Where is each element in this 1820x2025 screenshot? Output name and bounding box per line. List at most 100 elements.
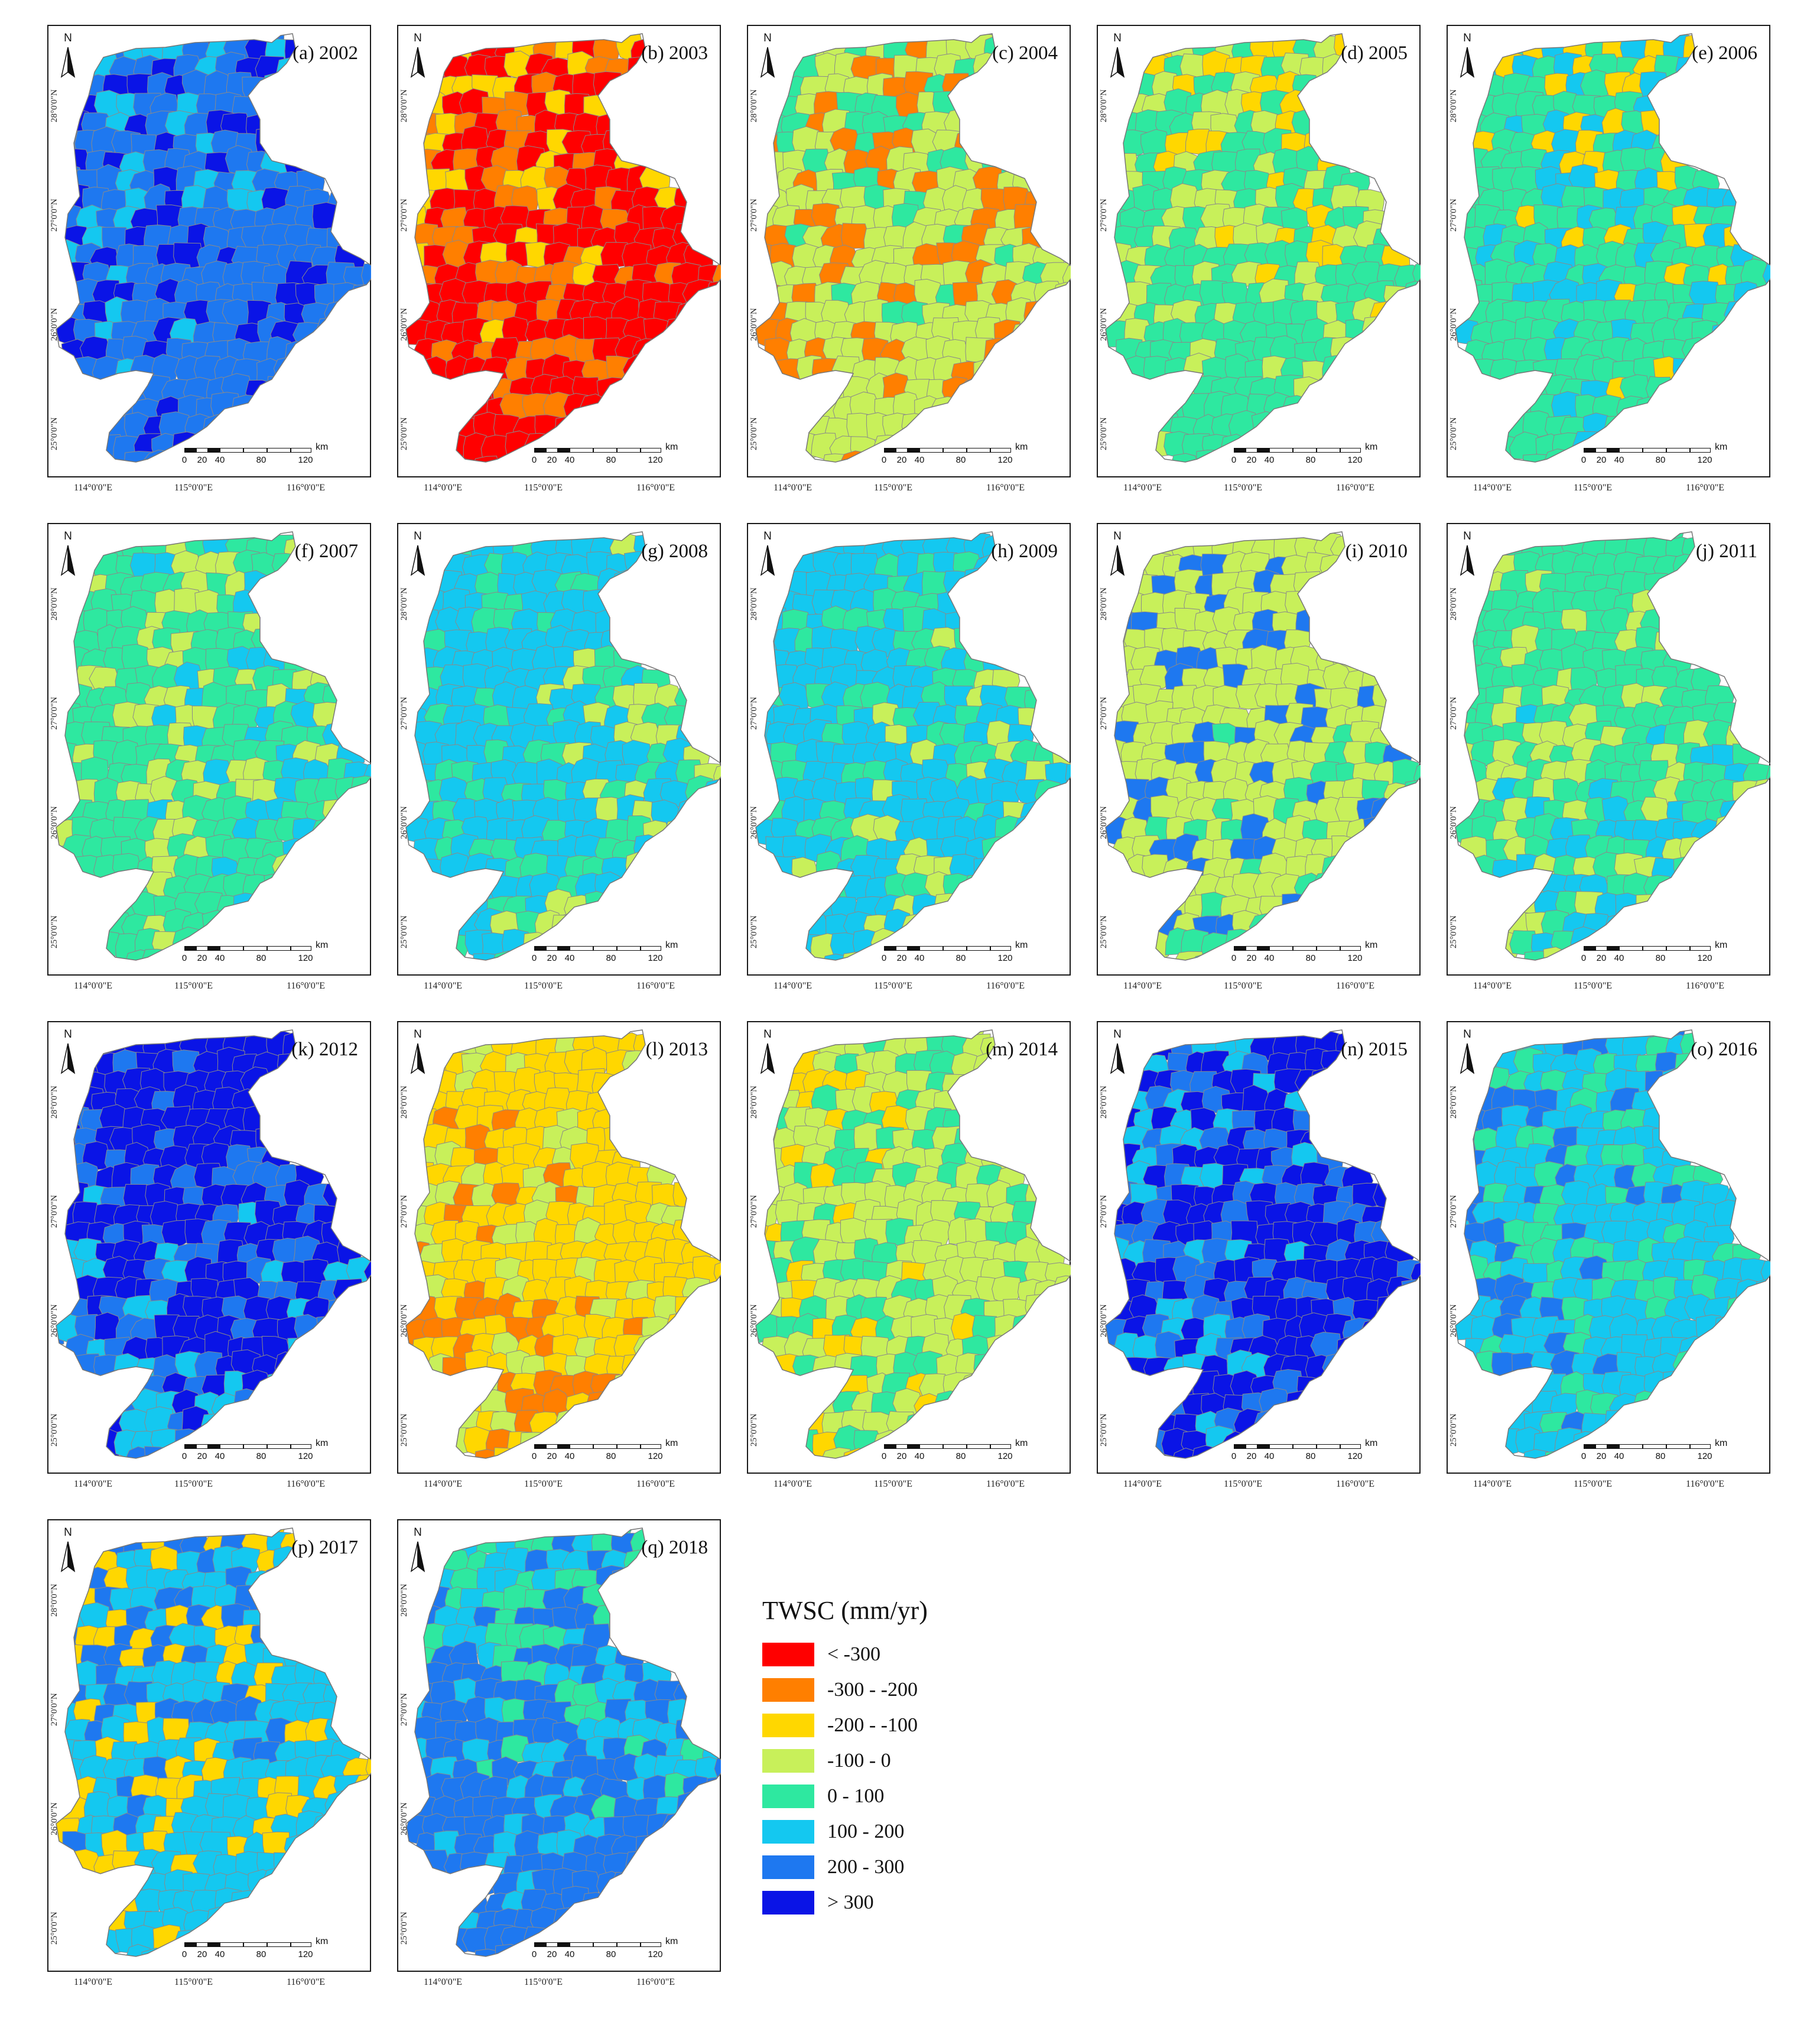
scale-segment (1246, 448, 1257, 453)
sub-basin (233, 1388, 261, 1417)
latitude-label: 28°0'0"N (1099, 89, 1109, 122)
north-label: N (1113, 32, 1122, 44)
scale-tick: 80 (956, 455, 966, 465)
scale-segment (1317, 946, 1340, 951)
scale-tick: 80 (1305, 1451, 1316, 1461)
scale-tick: 20 (1246, 455, 1257, 465)
sub-basin (664, 318, 693, 343)
scale-segment (1690, 1444, 1711, 1449)
latitude-label: 26°0'0"N (50, 308, 59, 341)
north-arrow-icon: N (1106, 1028, 1130, 1075)
sub-basin (419, 1850, 449, 1877)
panel-label: (e) 2006 (1692, 43, 1757, 64)
latitude-label: 27°0'0"N (50, 697, 59, 730)
north-label: N (763, 32, 772, 44)
legend-item: < -300 (762, 1643, 975, 1669)
sub-basin (203, 414, 233, 443)
scale-segment (1246, 946, 1257, 951)
scale-segment (1293, 448, 1317, 453)
sub-basin (327, 1298, 355, 1325)
scale-tick: 0 (181, 1949, 187, 1959)
basin-map (405, 1029, 721, 1459)
scale-segment (570, 448, 593, 453)
scale-tick: 120 (648, 953, 663, 963)
latitude-label: 28°0'0"N (749, 587, 759, 620)
longitude-label: 114°0'0"E (1123, 1479, 1162, 1489)
scale-unit: km (1365, 442, 1378, 452)
longitude-label: 116°0'0"E (986, 1479, 1025, 1489)
scale-segment (1269, 1444, 1293, 1449)
longitude-label: 114°0'0"E (74, 981, 112, 991)
latitude-label: 25°0'0"N (1099, 417, 1109, 450)
sub-basin (1403, 281, 1421, 309)
scale-unit: km (1365, 940, 1378, 950)
sub-basin (994, 319, 1022, 350)
scale-segment (1595, 946, 1607, 951)
legend-title: TWSC (mm/yr) (762, 1596, 928, 1625)
latitude-label: 27°0'0"N (1099, 1195, 1109, 1228)
map-panel: (a) 2002 N 28°0'0"N 27°0'0"N 26°0'0"N 25°0'0"… (47, 25, 371, 493)
longitude-label: 116°0'0"E (986, 483, 1025, 493)
sub-basin (1309, 1067, 1341, 1098)
latitude-label: 26°0'0"N (749, 308, 759, 341)
latitude-label: 27°0'0"N (1099, 697, 1109, 730)
north-label: N (414, 1028, 422, 1041)
scale-segment (570, 1444, 593, 1449)
sub-basin (705, 1776, 721, 1804)
sub-basin (125, 1943, 154, 1956)
scale-unit: km (1715, 1438, 1728, 1448)
map-panel: (h) 2009 N 28°0'0"N 27°0'0"N 26°0'0"N 25°0'0"… (747, 523, 1071, 991)
longitude-label: 115°0'0"E (174, 1977, 213, 1987)
scale-segment (990, 946, 1011, 951)
sub-basin (643, 820, 670, 849)
scale-tick: 80 (1655, 1451, 1666, 1461)
scale-segment (641, 448, 661, 453)
latitude-label: 26°0'0"N (50, 1802, 59, 1835)
scale-tick: 0 (181, 455, 187, 465)
scale-segment (184, 448, 196, 453)
sub-basin (491, 950, 524, 960)
basin-boundary (56, 33, 371, 463)
scale-tick: 20 (1596, 953, 1607, 963)
scale-tick: 120 (1347, 455, 1363, 465)
scale-tick: 40 (1614, 1451, 1624, 1461)
scale-tick: 40 (564, 1949, 575, 1959)
north-label: N (64, 1028, 72, 1041)
scale-bar: 0 20 40 80 120 km (882, 1438, 1032, 1465)
sub-basin (973, 358, 1003, 388)
scale-bar: 0 20 40 80 120 km (1231, 1438, 1382, 1465)
sub-basin (1605, 914, 1634, 942)
scale-tick: 120 (997, 1451, 1013, 1461)
scale-segment (196, 448, 208, 453)
latitude-label: 27°0'0"N (749, 697, 759, 730)
longitude-label: 116°0'0"E (287, 981, 325, 991)
scale-tick: 0 (1581, 1451, 1587, 1461)
scale-segment (1340, 448, 1361, 453)
scale-unit: km (316, 442, 329, 452)
basin-map (755, 1029, 1071, 1459)
scale-tick: 20 (547, 1949, 557, 1959)
scale-segment (1690, 946, 1711, 951)
sub-basin (584, 890, 615, 921)
map-panel: (g) 2008 N 28°0'0"N 27°0'0"N 26°0'0"N 25°0'0"… (397, 523, 721, 991)
sub-basin (1011, 323, 1040, 351)
scale-unit: km (1715, 442, 1728, 452)
panel-label: (q) 2018 (641, 1537, 708, 1558)
scale-tick: 80 (256, 455, 266, 465)
longitude-label: 115°0'0"E (174, 483, 213, 493)
scale-segment (1293, 1444, 1317, 1449)
longitude-label: 116°0'0"E (986, 981, 1025, 991)
panel-label: (n) 2015 (1341, 1039, 1408, 1060)
scale-tick: 0 (1231, 1451, 1237, 1461)
sub-basin (1282, 893, 1310, 921)
latitude-label: 25°0'0"N (50, 1912, 59, 1945)
scale-tick: 120 (298, 1949, 313, 1959)
scale-segment (196, 1942, 208, 1947)
scale-segment (1293, 946, 1317, 951)
basin-map (405, 531, 721, 961)
scale-segment (919, 1444, 943, 1449)
scale-segment (593, 1942, 617, 1947)
longitude-label: 116°0'0"E (287, 483, 325, 493)
scale-tick: 120 (298, 953, 313, 963)
north-arrow-icon: N (1456, 32, 1480, 79)
